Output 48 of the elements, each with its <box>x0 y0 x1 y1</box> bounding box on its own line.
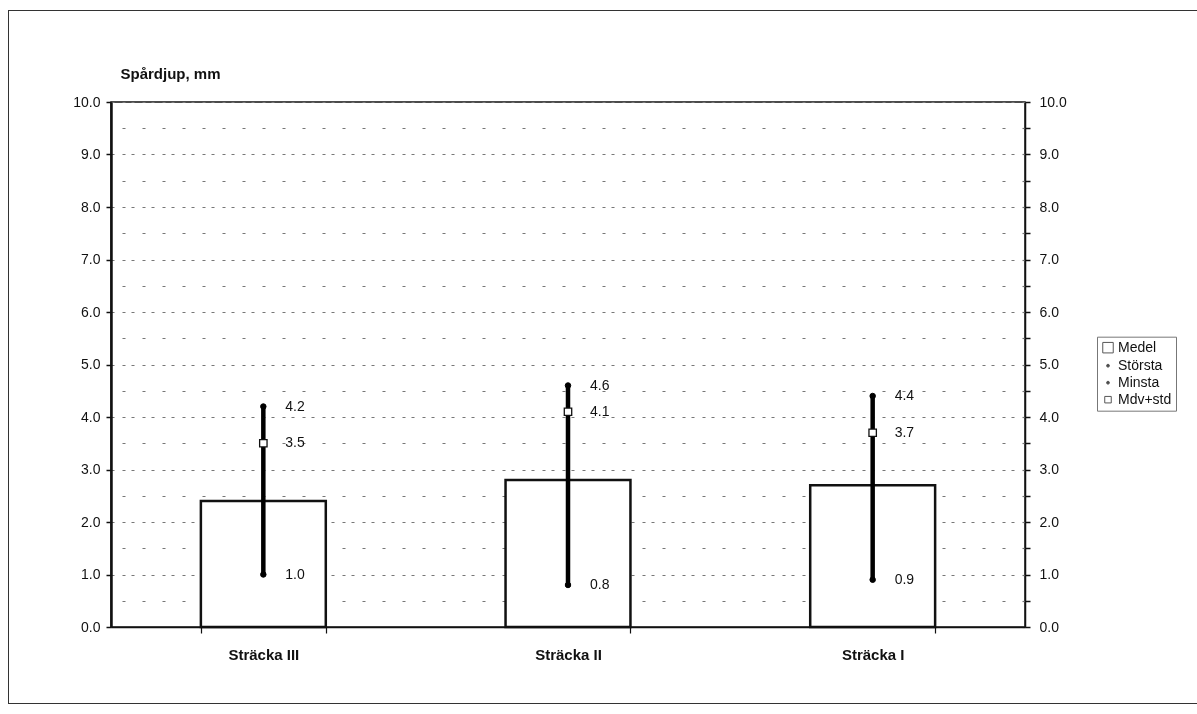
point <box>563 407 573 417</box>
y-tick-label: 3.0 <box>81 461 101 477</box>
point <box>869 392 876 400</box>
y-tick-label: 8.0 <box>81 198 101 215</box>
x-tick-label: Sträcka I <box>841 645 905 663</box>
data-label: 4.4 <box>894 387 915 403</box>
data-label: 3.5 <box>285 434 306 451</box>
y2-tick-label: 4.0 <box>1039 408 1060 425</box>
y-tick-label: 2.0 <box>81 513 101 530</box>
y2-tick-label: 1.0 <box>1039 566 1060 582</box>
y-axis-title: Spårdjup, mm <box>120 64 221 82</box>
data-label: 0.9 <box>894 570 915 587</box>
y2-tick-label: 2.0 <box>1039 513 1060 530</box>
data-label: 3.7 <box>894 423 915 440</box>
y-tick-label: 10.0 <box>73 93 101 110</box>
point <box>564 581 572 589</box>
y-tick-label: 0.0 <box>81 618 101 635</box>
y2-tick-label: 3.0 <box>1039 461 1060 477</box>
y2-tick-label: 5.0 <box>1039 356 1060 372</box>
legend-label: Största <box>1118 356 1163 373</box>
y2-tick-label: 10.0 <box>1039 93 1067 110</box>
point <box>564 382 572 389</box>
point <box>868 428 878 438</box>
point <box>258 438 268 448</box>
data-label: 4.6 <box>590 376 610 393</box>
y-tick-label: 9.0 <box>81 146 101 162</box>
y2-tick-label: 9.0 <box>1039 146 1060 162</box>
data-label: 4.1 <box>590 402 610 419</box>
data-label: 0.8 <box>590 576 610 592</box>
point <box>869 576 876 583</box>
data-label: 1.0 <box>285 565 306 582</box>
point <box>260 403 267 410</box>
y2-tick-label: 0.0 <box>1039 618 1060 635</box>
x-tick-label: Sträcka II <box>535 645 602 663</box>
point <box>260 571 267 578</box>
data-label: 4.2 <box>285 397 306 414</box>
legend-label: Mdv+std <box>1118 390 1172 407</box>
y-tick-label: 7.0 <box>81 251 101 267</box>
y-tick-label: 6.0 <box>81 303 101 320</box>
x-tick-label: Sträcka III <box>228 645 300 663</box>
y-tick-label: 1.0 <box>81 566 101 582</box>
y-tick-label: 5.0 <box>81 356 101 372</box>
legend-label: Minsta <box>1118 373 1160 390</box>
y2-tick-label: 6.0 <box>1039 303 1060 320</box>
y2-tick-label: 7.0 <box>1039 251 1060 267</box>
legend-label: Medel <box>1118 338 1157 355</box>
y-tick-label: 4.0 <box>81 408 101 425</box>
y2-tick-label: 8.0 <box>1039 198 1060 215</box>
